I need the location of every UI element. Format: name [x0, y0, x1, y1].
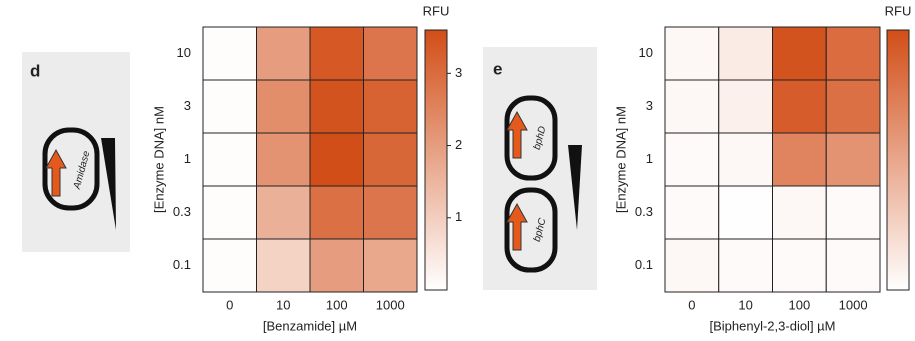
heatmap-cell — [309, 26, 364, 81]
y-tick-label: 0.3 — [635, 204, 653, 219]
heatmap-cell — [256, 185, 311, 240]
heatmap-cell — [256, 79, 311, 134]
x-tick-label: 10 — [276, 297, 290, 312]
heatmap-cell — [309, 238, 364, 293]
y-tick-label: 10 — [177, 45, 191, 60]
y-tick-label: 0.1 — [635, 257, 653, 272]
heatmap-cell — [202, 26, 257, 81]
heatmap-cell — [718, 26, 773, 81]
heatmap-cell — [718, 132, 773, 187]
heatmap-cell — [825, 132, 881, 187]
y-tick-label: 1 — [184, 151, 191, 166]
heatmap-cell — [256, 132, 311, 187]
y-axis-label: [Enzyme DNA] nM — [151, 106, 166, 213]
gene-arrow — [506, 202, 528, 251]
wedge — [568, 145, 582, 230]
colorbar — [886, 29, 910, 291]
heatmap-cell — [309, 79, 364, 134]
heatmap-cell — [202, 79, 257, 134]
y-tick-label: 0.1 — [173, 257, 191, 272]
panel-label: d — [30, 61, 40, 80]
heatmap-cell — [664, 26, 720, 81]
plasmid — [504, 95, 558, 181]
y-tick-label: 3 — [646, 98, 653, 113]
heatmap-cell — [363, 132, 418, 187]
gene-arrow — [45, 148, 67, 197]
heatmap-cell — [772, 185, 827, 240]
heatmap-cell — [772, 79, 827, 134]
heatmap-cell — [718, 79, 773, 134]
heatmap-cell — [202, 238, 257, 293]
heatmap-cell — [664, 132, 720, 187]
heatmap-cell — [664, 238, 720, 293]
wedge — [101, 138, 116, 230]
heatmap-cell — [825, 238, 881, 293]
x-tick-label: 0 — [688, 297, 695, 312]
gene-arrow — [506, 110, 528, 159]
y-tick-label: 0.3 — [173, 204, 191, 219]
x-tick-label: 100 — [326, 297, 348, 312]
colorbar-tick-label: 1 — [455, 209, 462, 224]
heatmap-cell — [664, 79, 720, 134]
heatmap-cell — [256, 238, 311, 293]
x-tick-label: 1000 — [376, 297, 405, 312]
heatmap-cell — [363, 26, 418, 81]
x-axis-label: [Benzamide] µM — [263, 318, 357, 333]
heatmap-cell — [309, 185, 364, 240]
y-tick-label: 1 — [646, 151, 653, 166]
heatmap-cell — [664, 185, 720, 240]
colorbar-label: RFU — [885, 3, 912, 18]
heatmap-cell — [363, 238, 418, 293]
heatmap-cell — [256, 26, 311, 81]
colorbar-label: RFU — [423, 3, 450, 18]
heatmap-cell — [309, 132, 364, 187]
heatmap-cell — [772, 132, 827, 187]
heatmap-cell — [772, 238, 827, 293]
panel-label: e — [493, 59, 502, 78]
heatmap-cell — [202, 185, 257, 240]
x-tick-label: 0 — [226, 297, 233, 312]
x-tick-label: 10 — [738, 297, 752, 312]
heatmap-cell — [825, 79, 881, 134]
x-axis-label: [Biphenyl-2,3-diol] µM — [710, 318, 836, 333]
y-tick-label: 10 — [639, 45, 653, 60]
y-tick-label: 3 — [184, 98, 191, 113]
heatmap-cell — [363, 79, 418, 134]
plasmid — [42, 127, 100, 211]
heatmap-cell — [825, 185, 881, 240]
x-tick-label: 1000 — [839, 297, 868, 312]
x-tick-label: 100 — [789, 297, 811, 312]
heatmap-cell — [825, 26, 881, 81]
colorbar-tick-label: 2 — [455, 137, 462, 152]
plasmid — [504, 187, 558, 273]
heatmap-cell — [718, 238, 773, 293]
y-axis-label: [Enzyme DNA] nM — [613, 106, 628, 213]
colorbar-tick-label: 3 — [455, 65, 462, 80]
heatmap-cell — [772, 26, 827, 81]
colorbar — [424, 29, 448, 291]
heatmap-cell — [363, 185, 418, 240]
heatmap-cell — [202, 132, 257, 187]
heatmap-cell — [718, 185, 773, 240]
